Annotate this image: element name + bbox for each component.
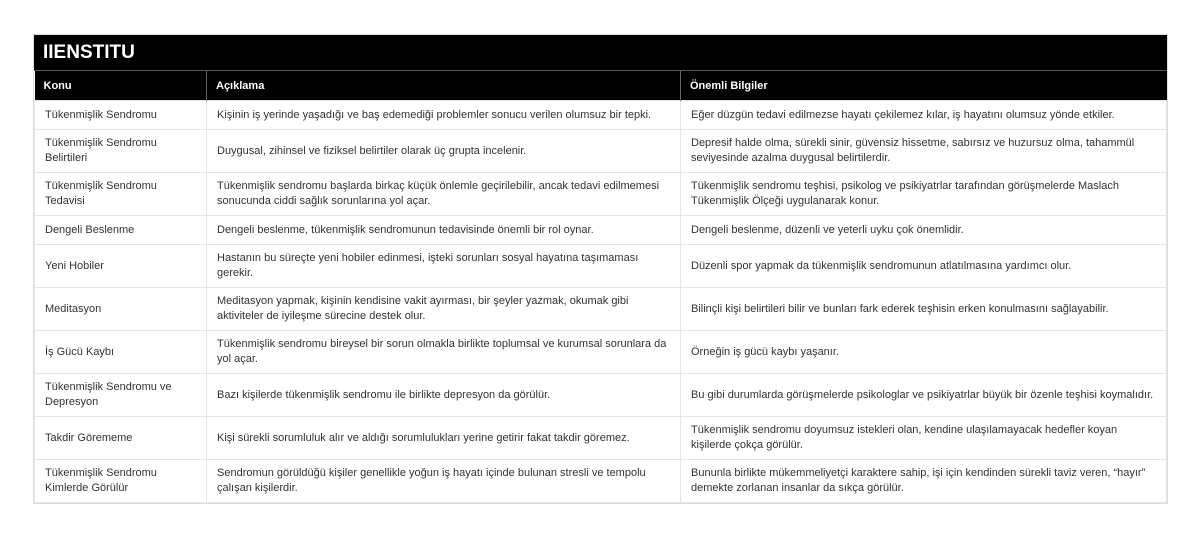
description-cell: Dengeli beslenme, tükenmişlik sendromunu…: [206, 215, 681, 245]
topic-cell: İş Gücü Kaybı: [34, 330, 207, 374]
table-row: Tükenmişlik Sendromu Kimlerde Görülür Sen…: [34, 459, 1167, 503]
column-header-onemli-bilgiler: Önemli Bilgiler: [680, 71, 1167, 101]
important-info-cell: Tükenmişlik sendromu teşhisi, psikolog v…: [680, 172, 1167, 216]
topic-cell: Dengeli Beslenme: [34, 215, 207, 245]
table-row: İş Gücü Kaybı Tükenmişlik sendromu bireys…: [34, 330, 1167, 374]
topic-cell: Tükenmişlik Sendromu Belirtileri: [34, 129, 207, 173]
topic-cell: Tükenmişlik Sendromu Tedavisi: [34, 172, 207, 216]
description-cell: Kişi sürekli sorumluluk alır ve aldığı s…: [206, 416, 681, 460]
description-cell: Duygusal, zihinsel ve fiziksel belirtile…: [206, 129, 681, 173]
important-info-cell: Düzenli spor yapmak da tükenmişlik sendr…: [680, 244, 1167, 288]
important-info-cell: Eğer düzgün tedavi edilmezse hayatı çeki…: [680, 100, 1167, 130]
description-cell: Tükenmişlik sendromu başlarda birkaç küç…: [206, 172, 681, 216]
important-info-cell: Depresif halde olma, sürekli sinir, güve…: [680, 129, 1167, 173]
important-info-cell: Örneğin iş gücü kaybı yaşanır.: [680, 330, 1167, 374]
header-row: Konu Açıklama Önemli Bilgiler: [34, 71, 1167, 101]
table-row: Yeni Hobiler Hastanın bu süreçte yeni hob…: [34, 244, 1167, 288]
topic-cell: Takdir Görememe: [34, 416, 207, 460]
column-header-aciklama: Açıklama: [206, 71, 681, 101]
table-row: Tükenmişlik Sendromu Kişinin iş yerinde y…: [34, 100, 1167, 130]
info-table-container: IIENSTITU Konu Açıklama Önemli Bilgiler …: [33, 34, 1168, 504]
table-row: Dengeli Beslenme Dengeli beslenme, tükenm…: [34, 215, 1167, 245]
table-row: Takdir Görememe Kişi sürekli sorumluluk a…: [34, 416, 1167, 460]
description-cell: Meditasyon yapmak, kişinin kendisine vak…: [206, 287, 681, 331]
topic-cell: Tükenmişlik Sendromu: [34, 100, 207, 130]
topic-cell: Tükenmişlik Sendromu Kimlerde Görülür: [34, 459, 207, 503]
important-info-cell: Bu gibi durumlarda görüşmelerde psikolog…: [680, 373, 1167, 417]
topic-cell: Meditasyon: [34, 287, 207, 331]
topic-cell: Tükenmişlik Sendromu ve Depresyon: [34, 373, 207, 417]
description-cell: Sendromun görüldüğü kişiler genellikle y…: [206, 459, 681, 503]
important-info-cell: Bununla birlikte mükemmeliyetçi karakter…: [680, 459, 1167, 503]
description-cell: Bazı kişilerde tükenmişlik sendromu ile …: [206, 373, 681, 417]
column-header-konu: Konu: [34, 71, 207, 101]
info-table: Konu Açıklama Önemli Bilgiler Tükenmişli…: [34, 71, 1167, 503]
description-cell: Tükenmişlik sendromu bireysel bir sorun …: [206, 330, 681, 374]
important-info-cell: Bilinçli kişi belirtileri bilir ve bunla…: [680, 287, 1167, 331]
important-info-cell: Dengeli beslenme, düzenli ve yeterli uyk…: [680, 215, 1167, 245]
table-row: Tükenmişlik Sendromu Belirtileri Duygusal…: [34, 129, 1167, 173]
table-row: Tükenmişlik Sendromu ve Depresyon Bazı ki…: [34, 373, 1167, 417]
table-row: Tükenmişlik Sendromu Tedavisi Tükenmişlik…: [34, 172, 1167, 216]
description-cell: Kişinin iş yerinde yaşadığı ve baş edeme…: [206, 100, 681, 130]
table-title: IIENSTITU: [34, 35, 1167, 71]
important-info-cell: Tükenmişlik sendromu doyumsuz istekleri …: [680, 416, 1167, 460]
description-cell: Hastanın bu süreçte yeni hobiler edinmes…: [206, 244, 681, 288]
topic-cell: Yeni Hobiler: [34, 244, 207, 288]
table-row: Meditasyon Meditasyon yapmak, kişinin ken…: [34, 287, 1167, 331]
